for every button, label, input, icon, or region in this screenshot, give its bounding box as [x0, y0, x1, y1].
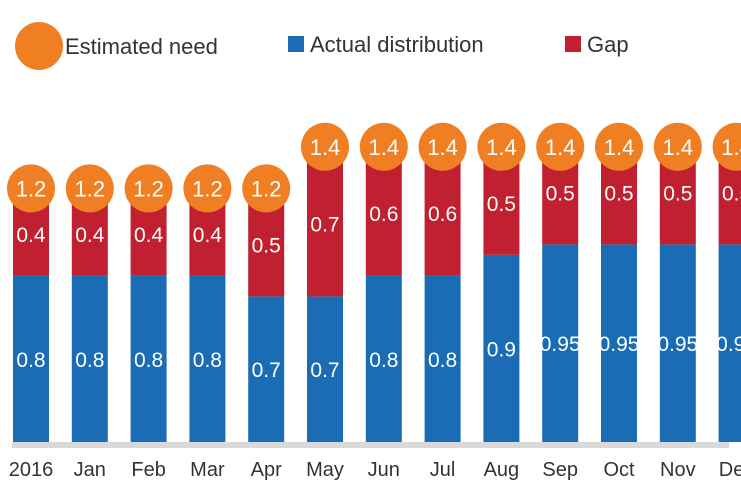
x-tick-label: Dec	[719, 459, 741, 481]
legend-label: Actual distribution	[310, 32, 484, 57]
bar-actual-distribution	[248, 296, 285, 442]
data-label-gap: 0.5	[546, 182, 575, 205]
data-label-actual-distribution: 0.8	[16, 349, 45, 372]
x-tick-label: Nov	[660, 459, 696, 481]
bar-actual-distribution	[13, 275, 49, 442]
data-label-actual-distribution: 0.8	[369, 349, 398, 372]
bar-gap	[365, 150, 402, 276]
x-tick-label: Aug	[484, 459, 520, 481]
data-label-gap: 0.4	[134, 224, 164, 247]
marker-estimated-need	[477, 122, 526, 171]
data-label-actual-distribution: 0.8	[134, 349, 163, 372]
data-label-estimated-need: 1.4	[369, 135, 400, 160]
data-label-estimated-need: 1.4	[310, 135, 341, 160]
data-label-actual-distribution: 0.95	[657, 333, 698, 356]
data-label-gap: 0.5	[487, 193, 516, 216]
legend-marker-estimated-need	[15, 22, 63, 70]
legend-label: Estimated need	[65, 34, 218, 59]
data-label-actual-distribution: 0.95	[540, 333, 581, 356]
data-label-actual-distribution: 0.8	[428, 349, 457, 372]
data-label-gap: 0.7	[310, 214, 339, 237]
x-tick-label: Apr	[251, 459, 282, 481]
x-axis-baseline	[12, 442, 729, 448]
marker-estimated-need	[418, 122, 467, 171]
bar-actual-distribution	[365, 275, 402, 442]
marker-estimated-need	[653, 122, 702, 171]
bar-actual-distribution	[483, 254, 520, 442]
x-tick-label: Sep	[542, 459, 578, 481]
x-tick-label: Jul	[430, 459, 456, 481]
x-tick-label: May	[306, 459, 344, 481]
bar-actual-distribution	[189, 275, 226, 442]
data-label-estimated-need: 1.2	[75, 176, 106, 201]
data-label-actual-distribution: 0.7	[310, 359, 339, 382]
marker-estimated-need	[242, 164, 291, 213]
bars: 0.8 0.4 0.8 0.4 0.8 0.4 0.8 0.4 0.7 0.5 0.7 0.7 0.8 0…	[13, 140, 741, 442]
data-label-estimated-need: 1.2	[192, 176, 223, 201]
data-label-gap: 0.5	[252, 234, 281, 257]
data-label-actual-distribution: 0.8	[75, 349, 104, 372]
data-label-estimated-need: 1.4	[604, 135, 635, 160]
data-label-estimated-need: 1.4	[721, 135, 741, 160]
marker-estimated-need	[536, 122, 585, 171]
x-tick-label: Mar	[190, 459, 225, 481]
data-label-estimated-need: 1.4	[663, 135, 694, 160]
legend: Estimated need Actual distribution Gap	[15, 22, 629, 70]
legend-label: Gap	[587, 32, 629, 57]
data-label-gap: 0.6	[428, 203, 457, 226]
data-label-actual-distribution: 0.9	[487, 338, 516, 361]
bar-gap	[424, 150, 461, 276]
data-label-actual-distribution: 0.95	[599, 333, 640, 356]
data-label-gap: 0.5	[722, 182, 741, 205]
data-label-estimated-need: 1.4	[427, 135, 458, 160]
data-label-gap: 0.4	[75, 224, 105, 247]
data-label-estimated-need: 1.2	[133, 176, 164, 201]
data-label-gap: 0.4	[193, 224, 223, 247]
data-label-gap: 0.6	[369, 203, 398, 226]
data-label-estimated-need: 1.4	[545, 135, 576, 160]
x-tick-label: Feb	[131, 459, 165, 481]
marker-estimated-need	[7, 164, 55, 213]
data-label-actual-distribution: 0.7	[252, 359, 281, 382]
marker-estimated-need	[712, 122, 741, 171]
legend-swatch-actual-distribution	[288, 36, 304, 52]
baseline	[12, 442, 729, 448]
data-label-gap: 0.4	[16, 224, 46, 247]
bar-actual-distribution	[542, 244, 579, 442]
x-axis: 2016 Jan Feb Mar Apr May Jun Jul Aug Sep Oct Nov Dec	[9, 459, 741, 481]
x-tick-label: Jun	[368, 459, 400, 481]
bar-actual-distribution	[71, 275, 108, 442]
bar-gap	[307, 150, 343, 297]
marker-estimated-need	[301, 122, 349, 171]
marker-estimated-need	[124, 164, 173, 213]
x-tick-label: Oct	[603, 459, 635, 481]
bar-actual-distribution	[130, 275, 167, 442]
marker-estimated-need	[595, 122, 643, 171]
data-label-estimated-need: 1.4	[486, 135, 517, 160]
bar-actual-distribution	[659, 244, 696, 442]
bar-actual-distribution	[307, 296, 343, 442]
x-tick-label: Jan	[74, 459, 106, 481]
data-label-estimated-need: 1.2	[16, 176, 47, 201]
data-label-gap: 0.5	[663, 182, 692, 205]
data-label-gap: 0.5	[604, 182, 633, 205]
legend-swatch-gap	[565, 36, 581, 52]
bar-actual-distribution	[718, 244, 741, 442]
data-label-estimated-need: 1.2	[251, 176, 282, 201]
marker-estimated-need	[65, 164, 114, 213]
bar-actual-distribution	[424, 275, 461, 442]
marker-estimated-need	[359, 122, 408, 171]
data-label-actual-distribution: 0.95	[716, 333, 741, 356]
bar-actual-distribution	[601, 244, 637, 442]
estimated-need-markers: 1.2 1.2 1.2 1.2 1.2 1.4 1.4 1.4 1.4 1.4 1.4 1.4 1.4	[7, 122, 741, 213]
data-label-actual-distribution: 0.8	[193, 349, 222, 372]
marker-estimated-need	[183, 164, 232, 213]
x-tick-label: 2016	[9, 459, 54, 481]
